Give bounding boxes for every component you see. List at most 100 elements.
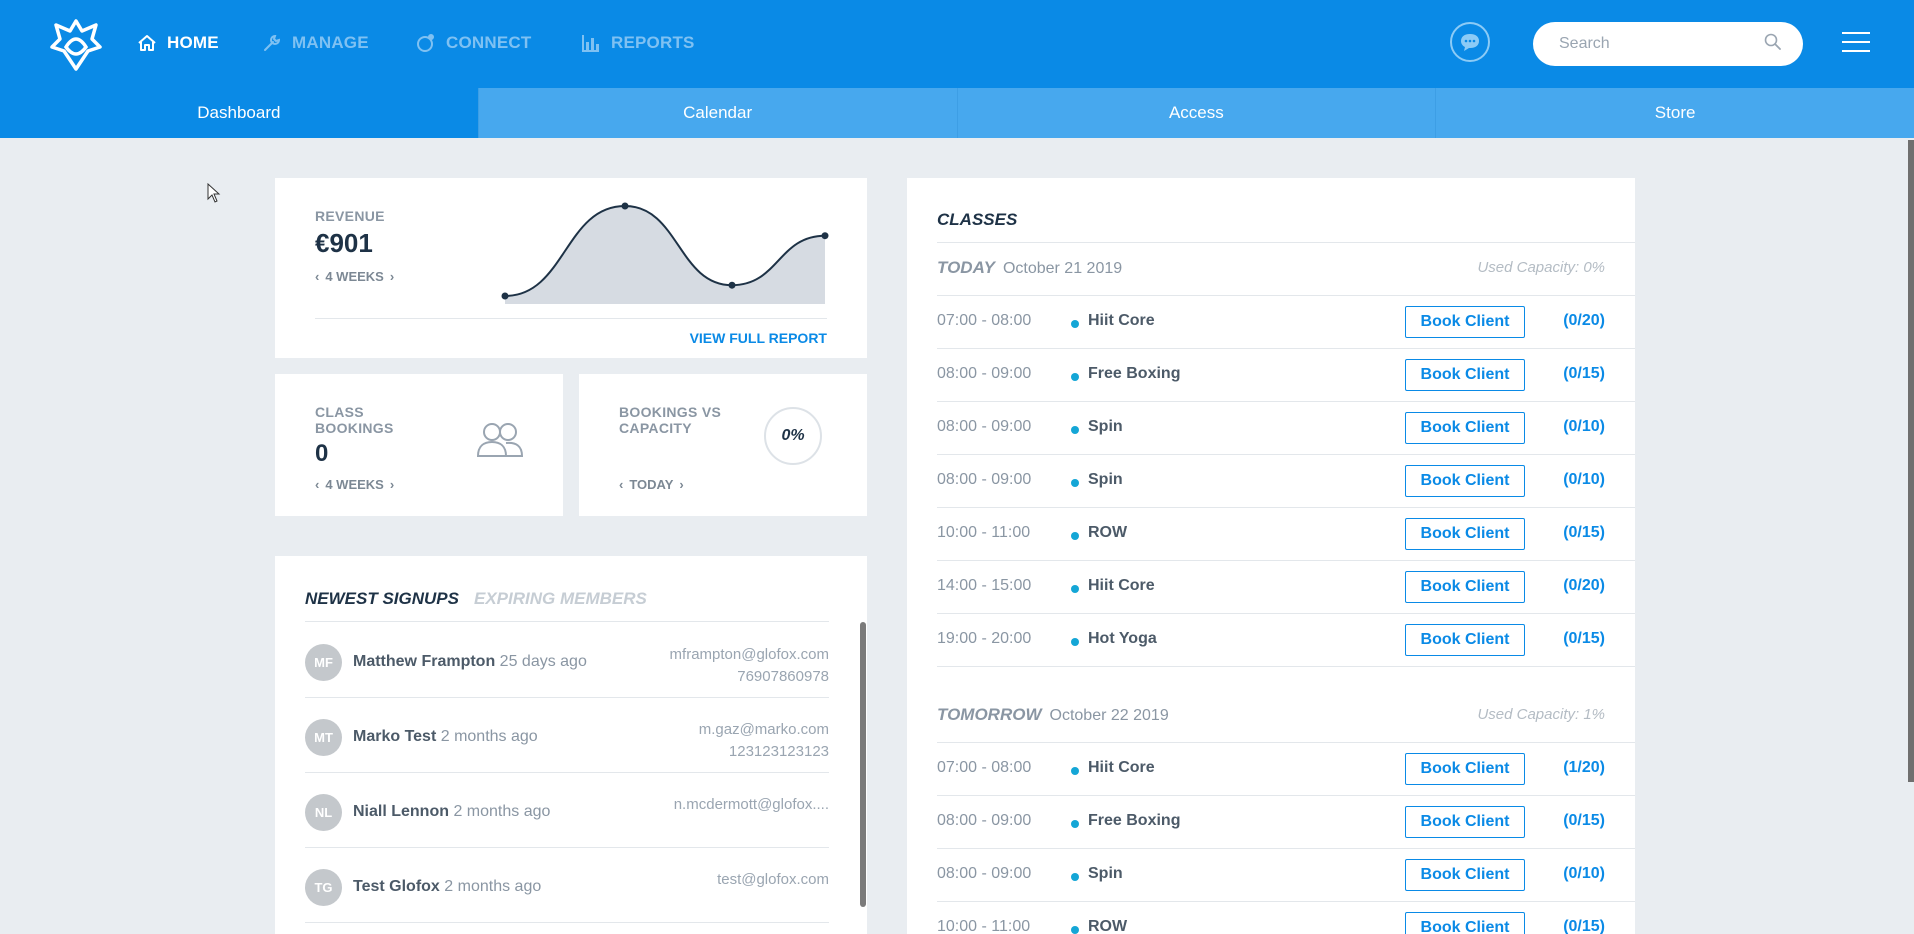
class-capacity-count[interactable]: (0/10) bbox=[1563, 471, 1605, 488]
class-name[interactable]: Hot Yoga bbox=[1088, 630, 1157, 647]
book-client-button[interactable]: Book Client bbox=[1405, 624, 1525, 656]
class-name[interactable]: Spin bbox=[1088, 471, 1123, 488]
book-client-button[interactable]: Book Client bbox=[1405, 412, 1525, 444]
revenue-divider bbox=[315, 318, 827, 319]
class-name[interactable]: ROW bbox=[1088, 918, 1128, 934]
class-row: 10:00 - 11:00 ROW Book Client (0/15) bbox=[937, 902, 1635, 934]
list-item[interactable]: NL Niall Lennon 2 months ago n.mcdermott… bbox=[305, 772, 829, 848]
nav-manage-label: MANAGE bbox=[292, 33, 369, 52]
avatar: TG bbox=[305, 869, 342, 906]
book-client-button[interactable]: Book Client bbox=[1405, 306, 1525, 338]
book-client-button[interactable]: Book Client bbox=[1405, 806, 1525, 838]
chevron-left-icon[interactable]: ‹ bbox=[619, 477, 624, 492]
revenue-point[interactable] bbox=[501, 292, 509, 300]
chevron-left-icon[interactable]: ‹ bbox=[315, 269, 320, 284]
class-capacity-count[interactable]: (0/15) bbox=[1563, 812, 1605, 829]
search-icon[interactable] bbox=[1764, 33, 1782, 51]
class-dot-icon bbox=[1071, 926, 1079, 934]
class-name[interactable]: Hiit Core bbox=[1088, 312, 1155, 329]
book-client-button[interactable]: Book Client bbox=[1405, 571, 1525, 603]
revenue-period-label: 4 WEEKS bbox=[325, 269, 384, 284]
chevron-right-icon[interactable]: › bbox=[679, 477, 684, 492]
class-time: 08:00 - 09:00 bbox=[937, 418, 1032, 435]
avatar: NL bbox=[305, 794, 342, 831]
class-time: 08:00 - 09:00 bbox=[937, 812, 1032, 829]
revenue-point[interactable] bbox=[728, 281, 736, 289]
list-item[interactable]: TG Test Glofox 2 months ago test@glofox.… bbox=[305, 847, 829, 923]
nav-home-label: HOME bbox=[167, 33, 219, 52]
class-dot-icon bbox=[1071, 532, 1079, 540]
menu-icon[interactable] bbox=[1842, 32, 1870, 54]
class-name[interactable]: Spin bbox=[1088, 865, 1123, 882]
signup-name[interactable]: Niall Lennon bbox=[353, 803, 449, 820]
chevron-right-icon[interactable]: › bbox=[389, 477, 395, 492]
signup-date: 2 months ago bbox=[440, 728, 538, 745]
book-client-button[interactable]: Book Client bbox=[1405, 912, 1525, 934]
class-bookings-period-selector[interactable]: ‹ 4 WEEKS › bbox=[315, 477, 394, 492]
nav-manage[interactable]: MANAGE bbox=[262, 30, 369, 56]
class-capacity-count[interactable]: (1/20) bbox=[1563, 759, 1605, 776]
tab-access[interactable]: Access bbox=[958, 88, 1437, 138]
signup-name[interactable]: Test Glofox bbox=[353, 878, 440, 895]
class-name[interactable]: ROW bbox=[1088, 524, 1128, 541]
class-capacity-count[interactable]: (0/15) bbox=[1563, 918, 1605, 934]
revenue-point[interactable] bbox=[821, 232, 829, 240]
signup-name[interactable]: Matthew Frampton bbox=[353, 653, 496, 670]
nav-reports-label: REPORTS bbox=[611, 33, 695, 52]
signups-scrollbar[interactable] bbox=[860, 622, 866, 907]
class-dot-icon bbox=[1071, 320, 1079, 328]
capacity-period-selector[interactable]: ‹ TODAY › bbox=[619, 477, 684, 492]
list-item[interactable]: MT Marko Test 2 months ago m.gaz@marko.c… bbox=[305, 697, 829, 773]
class-row: 08:00 - 09:00 Spin Book Client (0/10) bbox=[937, 849, 1635, 902]
chevron-left-icon[interactable]: ‹ bbox=[315, 477, 320, 492]
chevron-right-icon[interactable]: › bbox=[389, 269, 395, 284]
class-name[interactable]: Spin bbox=[1088, 418, 1123, 435]
chat-button[interactable] bbox=[1450, 22, 1490, 62]
logo-icon[interactable] bbox=[48, 17, 104, 73]
class-capacity-count[interactable]: (0/15) bbox=[1563, 365, 1605, 382]
class-name[interactable]: Hiit Core bbox=[1088, 759, 1155, 776]
tab-store[interactable]: Store bbox=[1654, 103, 1696, 122]
wrench-icon bbox=[264, 34, 281, 51]
people-icon bbox=[476, 423, 524, 457]
page-scrollbar[interactable] bbox=[1908, 140, 1914, 782]
search-input[interactable] bbox=[1533, 22, 1803, 66]
class-dot-icon bbox=[1071, 820, 1079, 828]
class-dot-icon bbox=[1071, 767, 1079, 775]
tab-calendar[interactable]: Calendar bbox=[479, 88, 958, 138]
book-client-button[interactable]: Book Client bbox=[1405, 859, 1525, 891]
class-time: 07:00 - 08:00 bbox=[937, 312, 1032, 329]
nav-reports[interactable]: REPORTS bbox=[581, 30, 695, 56]
class-capacity-count[interactable]: (0/20) bbox=[1563, 312, 1605, 329]
class-capacity-count[interactable]: (0/15) bbox=[1563, 630, 1605, 647]
signup-name[interactable]: Marko Test bbox=[353, 728, 437, 745]
class-dot-icon bbox=[1071, 479, 1079, 487]
nav-connect[interactable]: CONNECT bbox=[416, 30, 531, 56]
book-client-button[interactable]: Book Client bbox=[1405, 753, 1525, 785]
class-time: 10:00 - 11:00 bbox=[937, 918, 1031, 934]
revenue-period-selector[interactable]: ‹ 4 WEEKS › bbox=[315, 269, 394, 284]
top-bar: HOME MANAGE CONNECT REPORTS bbox=[0, 0, 1914, 88]
class-capacity-count[interactable]: (0/15) bbox=[1563, 524, 1605, 541]
view-full-report-link[interactable]: VIEW FULL REPORT bbox=[689, 330, 827, 346]
tab-newest-signups[interactable]: NEWEST SIGNUPS bbox=[305, 589, 459, 608]
class-name[interactable]: Hiit Core bbox=[1088, 577, 1155, 594]
book-client-button[interactable]: Book Client bbox=[1405, 359, 1525, 391]
book-client-button[interactable]: Book Client bbox=[1405, 518, 1525, 550]
nav-home[interactable]: HOME bbox=[137, 30, 219, 56]
class-capacity-count[interactable]: (0/10) bbox=[1563, 418, 1605, 435]
revenue-point[interactable] bbox=[621, 202, 629, 210]
class-capacity-count[interactable]: (0/10) bbox=[1563, 865, 1605, 882]
class-time: 08:00 - 09:00 bbox=[937, 365, 1032, 382]
class-name[interactable]: Free Boxing bbox=[1088, 365, 1181, 382]
list-item[interactable]: MF Matthew Frampton 25 days ago mframpto… bbox=[305, 622, 829, 698]
class-capacity-count[interactable]: (0/20) bbox=[1563, 577, 1605, 594]
signup-email: n.mcdermott@glofox.... bbox=[673, 796, 829, 813]
book-client-button[interactable]: Book Client bbox=[1405, 465, 1525, 497]
signup-date: 2 months ago bbox=[444, 878, 542, 895]
tab-expiring-members[interactable]: EXPIRING MEMBERS bbox=[474, 589, 647, 608]
class-name[interactable]: Free Boxing bbox=[1088, 812, 1181, 829]
signup-name-line: Matthew Frampton 25 days ago bbox=[353, 653, 587, 671]
bookings-vs-capacity-card bbox=[579, 374, 867, 516]
tab-dashboard[interactable]: Dashboard bbox=[0, 88, 479, 138]
